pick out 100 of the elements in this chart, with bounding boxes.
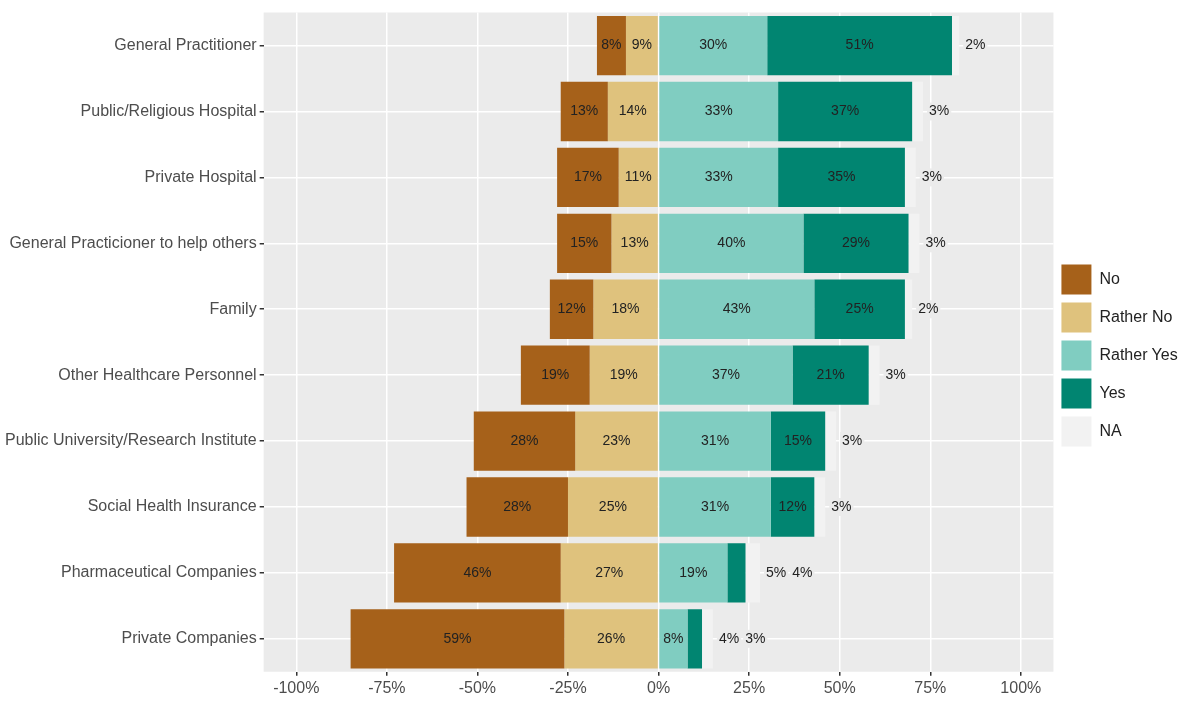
bar — [557, 147, 619, 208]
bar — [593, 279, 658, 339]
bar — [659, 81, 779, 142]
data-label: 5% — [765, 563, 787, 580]
data-label: 15% — [570, 234, 599, 251]
data-label: 43% — [722, 300, 751, 317]
data-label: 4% — [792, 563, 813, 580]
bar — [350, 609, 565, 669]
y-tick-label: General Practicioner to help others — [9, 233, 257, 251]
data-label: 8% — [601, 36, 622, 53]
data-label: 2% — [918, 300, 939, 317]
bar — [560, 81, 608, 142]
y-tick-label: Pharmaceutical Companies — [61, 563, 257, 581]
y-tick-label: Other Healthcare Personnel — [58, 365, 257, 383]
data-label: 3% — [929, 102, 950, 119]
bar — [825, 411, 837, 471]
data-label: 4% — [718, 629, 740, 646]
bar — [659, 411, 771, 471]
bar — [659, 147, 779, 208]
x-tick-label: 75% — [914, 678, 947, 696]
bar — [659, 213, 804, 273]
data-label: 35% — [827, 168, 856, 185]
bar — [868, 345, 880, 405]
data-label: 9% — [631, 36, 652, 53]
bar — [745, 543, 760, 603]
bar — [659, 345, 793, 405]
data-label: 21% — [816, 366, 845, 383]
data-label: 28% — [510, 431, 539, 448]
data-label: 3% — [831, 497, 852, 514]
x-tick-label: -75% — [368, 678, 406, 696]
bar — [767, 15, 952, 76]
data-label: 8% — [663, 629, 684, 646]
bar — [687, 609, 703, 669]
bar — [560, 543, 658, 603]
legend-label: Rather No — [1099, 307, 1173, 325]
data-label: 12% — [557, 300, 586, 317]
data-label: 30% — [699, 36, 728, 53]
data-label: 2% — [965, 36, 986, 53]
x-tick-label: 0% — [646, 678, 671, 696]
bar — [549, 279, 594, 339]
legend-label: NA — [1099, 421, 1122, 439]
bar — [814, 279, 905, 339]
bar — [557, 213, 612, 273]
y-tick-label: Private Companies — [121, 629, 257, 647]
bar — [473, 411, 576, 471]
data-label: 27% — [595, 563, 624, 580]
bar — [567, 477, 658, 537]
x-tick-label: 50% — [823, 678, 856, 696]
x-tick-label: -50% — [458, 678, 497, 696]
bar — [625, 15, 658, 76]
bar — [607, 81, 658, 142]
bar — [520, 345, 590, 405]
bar — [814, 477, 826, 537]
data-label: 17% — [573, 168, 602, 185]
data-label: 3% — [885, 366, 906, 383]
data-label: 19% — [609, 366, 638, 383]
data-label: 3% — [745, 629, 766, 646]
bar — [908, 213, 920, 273]
bar — [770, 477, 815, 537]
x-tick-label: -100% — [273, 678, 320, 696]
data-label: 3% — [925, 234, 946, 251]
bar — [589, 345, 658, 405]
x-tick-label: 100% — [1000, 678, 1042, 696]
data-label: 11% — [624, 168, 652, 185]
bar — [904, 147, 916, 208]
bar — [564, 609, 658, 669]
data-label: 3% — [842, 431, 863, 448]
bar — [702, 609, 713, 669]
legend-label: No — [1099, 269, 1120, 287]
bar — [596, 15, 626, 76]
data-label: 46% — [463, 563, 492, 580]
data-label: 13% — [620, 234, 649, 251]
data-label: 33% — [704, 168, 733, 185]
data-label: 51% — [845, 36, 874, 53]
bar — [912, 81, 924, 142]
y-tick-label: Social Health Insurance — [87, 497, 257, 515]
data-label: 18% — [611, 300, 640, 317]
x-tick-label: -25% — [549, 678, 587, 696]
bar — [904, 279, 913, 339]
data-label: 25% — [598, 497, 627, 514]
data-label: 26% — [597, 629, 626, 646]
bar — [778, 147, 905, 208]
bar — [803, 213, 909, 273]
bar — [778, 81, 913, 142]
y-tick-label: Private Hospital — [144, 167, 257, 185]
data-label: 13% — [570, 102, 599, 119]
bar — [618, 147, 658, 208]
data-label: 37% — [711, 366, 740, 383]
bar — [611, 213, 658, 273]
data-label: 33% — [704, 102, 733, 119]
data-label: 25% — [845, 300, 874, 317]
data-label: 15% — [784, 431, 813, 448]
y-tick-label: General Practitioner — [114, 35, 258, 53]
bar — [394, 543, 561, 603]
data-label: 23% — [602, 431, 631, 448]
y-tick-label: Family — [209, 299, 257, 317]
data-label: 28% — [503, 497, 532, 514]
bar — [466, 477, 568, 537]
legend-label: Rather Yes — [1099, 345, 1178, 363]
bar — [792, 345, 869, 405]
